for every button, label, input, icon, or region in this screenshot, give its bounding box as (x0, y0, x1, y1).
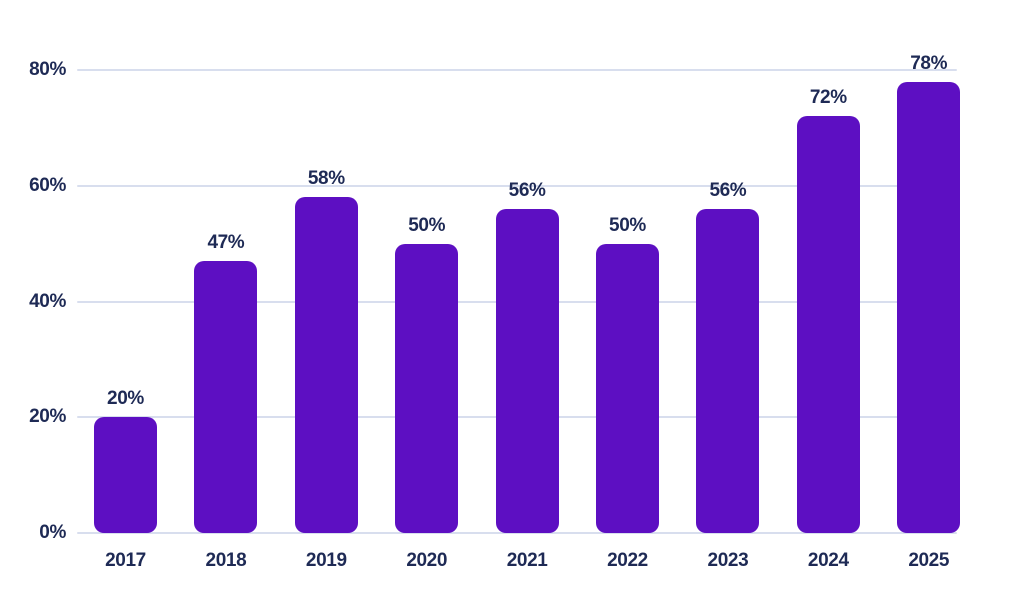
bar-value-label-2022: 50% (609, 214, 646, 236)
bar-2022 (596, 243, 659, 533)
bar-value-label-2017: 20% (107, 388, 144, 410)
y-axis-tick-label: 40% (29, 290, 66, 312)
x-axis-label-2019: 2019 (305, 550, 347, 571)
bar-value-label-2024: 72% (809, 87, 847, 109)
gridline-80 (77, 69, 957, 71)
bar-2020 (395, 243, 459, 533)
x-axis-label-2022: 2022 (607, 550, 648, 571)
y-axis-tick-label: 80% (29, 59, 66, 80)
y-axis-tick-label: 60% (29, 174, 66, 196)
bar-2019 (294, 197, 358, 533)
bar-value-label-2019: 58% (307, 168, 345, 190)
y-axis-tick-label: 20% (29, 406, 66, 428)
bar-value-label-2018: 47% (207, 231, 245, 253)
x-axis-label-2023: 2023 (707, 550, 749, 571)
y-axis-tick-label: 0% (39, 522, 66, 543)
bar-2024 (796, 116, 860, 533)
bar-2018 (194, 260, 258, 533)
bar-2023 (696, 208, 760, 533)
gridline-60 (77, 184, 957, 187)
bar-2025 (897, 81, 961, 533)
bar-value-label-2025: 78% (910, 52, 948, 74)
bar-value-label-2023: 56% (709, 179, 747, 201)
x-axis-label-2025: 2025 (908, 550, 950, 571)
bar-2021 (495, 208, 559, 533)
x-axis-label-2018: 2018 (205, 550, 247, 571)
bar-value-label-2021: 56% (508, 179, 546, 201)
x-axis-label-2017: 2017 (105, 550, 146, 571)
gridline-0 (77, 532, 957, 534)
x-axis-label-2024: 2024 (807, 550, 849, 571)
x-axis-label-2020: 2020 (406, 550, 448, 571)
bar-value-label-2020: 50% (408, 214, 446, 236)
x-axis-label-2021: 2021 (506, 550, 548, 571)
bar-2017 (94, 417, 157, 533)
